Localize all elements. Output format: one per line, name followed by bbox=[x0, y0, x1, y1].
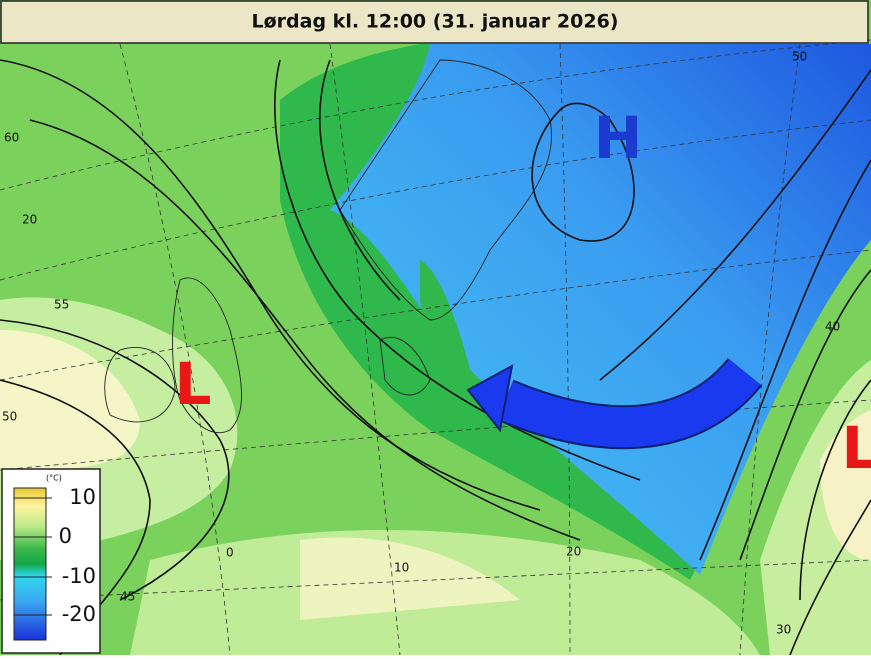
graticule-label: 45 bbox=[120, 590, 135, 604]
low-pressure: L bbox=[842, 414, 871, 482]
legend-label: 10 bbox=[69, 485, 96, 509]
legend-label: -20 bbox=[62, 602, 96, 626]
graticule-label: 50 bbox=[792, 50, 807, 64]
graticule-label: 20 bbox=[22, 213, 37, 227]
graticule-label: 20 bbox=[566, 545, 581, 559]
legend-label: 0 bbox=[59, 524, 72, 548]
low-pressure: L bbox=[175, 350, 212, 418]
graticule-label: 60 bbox=[4, 131, 19, 145]
legend-label: -10 bbox=[62, 564, 96, 588]
legend: (°C) 10 0 -10 -20 bbox=[1, 468, 101, 654]
high-pressure: H bbox=[594, 104, 643, 172]
graticule-label: 10 bbox=[394, 561, 409, 575]
graticule-label: 0 bbox=[226, 546, 234, 560]
flow-arrow bbox=[466, 357, 763, 450]
graticule-label: 55 bbox=[54, 298, 69, 312]
graticule-label: 40 bbox=[825, 320, 840, 334]
title-bar: Lørdag kl. 12:00 (31. januar 2026) bbox=[0, 0, 869, 44]
graticule-label: 30 bbox=[776, 623, 791, 637]
title: Lørdag kl. 12:00 (31. januar 2026) bbox=[252, 11, 619, 33]
graticule-label: 50 bbox=[2, 410, 17, 424]
legend-unit: (°C) bbox=[46, 474, 62, 483]
